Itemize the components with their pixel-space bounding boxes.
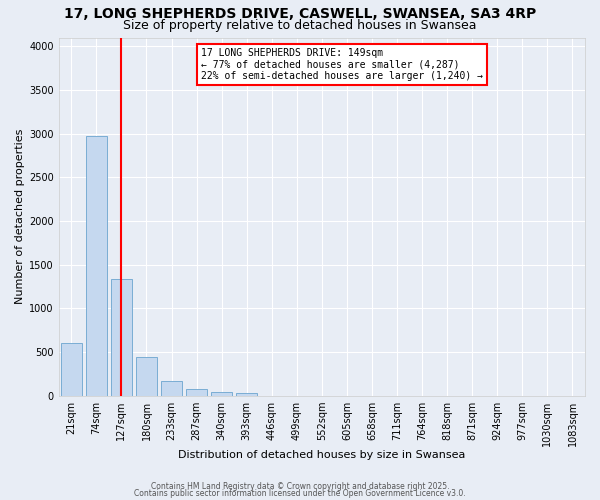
Text: 17, LONG SHEPHERDS DRIVE, CASWELL, SWANSEA, SA3 4RP: 17, LONG SHEPHERDS DRIVE, CASWELL, SWANS… <box>64 8 536 22</box>
Text: Contains public sector information licensed under the Open Government Licence v3: Contains public sector information licen… <box>134 489 466 498</box>
Y-axis label: Number of detached properties: Number of detached properties <box>15 129 25 304</box>
Bar <box>111 278 132 396</box>
Bar <box>61 344 82 396</box>
Bar <box>86 136 107 396</box>
Text: 17 LONG SHEPHERDS DRIVE: 149sqm
← 77% of detached houses are smaller (4,287)
22%: 17 LONG SHEPHERDS DRIVE: 149sqm ← 77% of… <box>201 48 483 82</box>
Bar <box>186 389 207 396</box>
Bar <box>211 392 232 396</box>
Bar <box>236 393 257 396</box>
Bar <box>136 358 157 396</box>
Text: Contains HM Land Registry data © Crown copyright and database right 2025.: Contains HM Land Registry data © Crown c… <box>151 482 449 491</box>
X-axis label: Distribution of detached houses by size in Swansea: Distribution of detached houses by size … <box>178 450 466 460</box>
Text: Size of property relative to detached houses in Swansea: Size of property relative to detached ho… <box>123 19 477 32</box>
Bar <box>161 382 182 396</box>
